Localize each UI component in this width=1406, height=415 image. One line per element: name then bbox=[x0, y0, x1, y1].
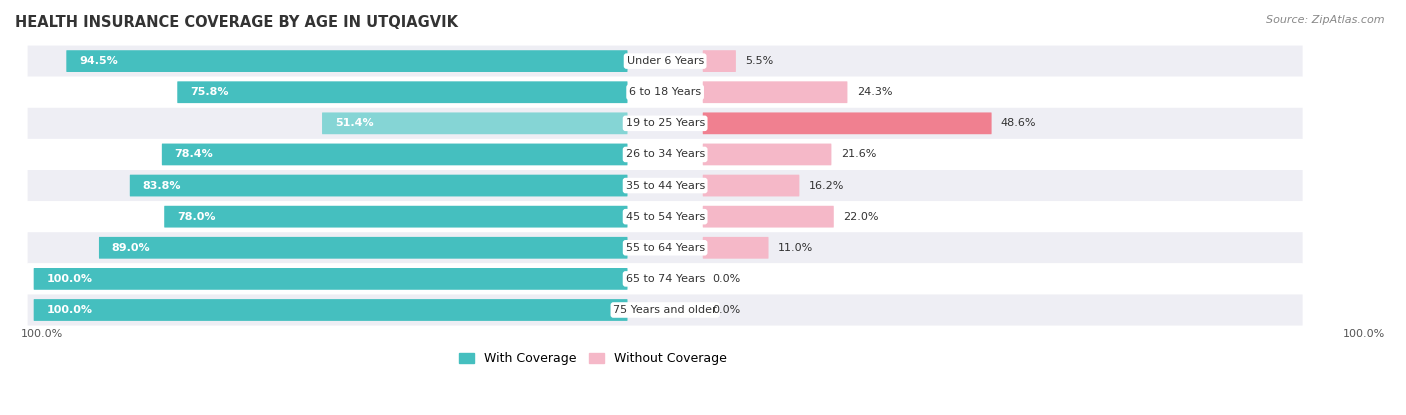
FancyBboxPatch shape bbox=[703, 50, 735, 72]
Legend: With Coverage, Without Coverage: With Coverage, Without Coverage bbox=[454, 347, 733, 370]
Text: 89.0%: 89.0% bbox=[112, 243, 150, 253]
Text: 45 to 54 Years: 45 to 54 Years bbox=[626, 212, 704, 222]
Text: 5.5%: 5.5% bbox=[745, 56, 773, 66]
FancyBboxPatch shape bbox=[703, 175, 800, 196]
Text: 11.0%: 11.0% bbox=[778, 243, 813, 253]
FancyBboxPatch shape bbox=[322, 112, 627, 134]
Text: 78.0%: 78.0% bbox=[177, 212, 215, 222]
FancyBboxPatch shape bbox=[703, 237, 769, 259]
Text: 100.0%: 100.0% bbox=[21, 329, 63, 339]
FancyBboxPatch shape bbox=[162, 144, 627, 165]
FancyBboxPatch shape bbox=[34, 268, 627, 290]
Text: 83.8%: 83.8% bbox=[142, 181, 181, 190]
FancyBboxPatch shape bbox=[165, 206, 627, 227]
Text: 75.8%: 75.8% bbox=[190, 87, 229, 97]
FancyBboxPatch shape bbox=[28, 46, 1302, 77]
FancyBboxPatch shape bbox=[28, 170, 1302, 201]
FancyBboxPatch shape bbox=[98, 237, 627, 259]
FancyBboxPatch shape bbox=[28, 108, 1302, 139]
Text: 100.0%: 100.0% bbox=[46, 274, 93, 284]
Text: 35 to 44 Years: 35 to 44 Years bbox=[626, 181, 704, 190]
Text: Source: ZipAtlas.com: Source: ZipAtlas.com bbox=[1267, 15, 1385, 24]
Text: 16.2%: 16.2% bbox=[808, 181, 844, 190]
Text: 6 to 18 Years: 6 to 18 Years bbox=[628, 87, 702, 97]
FancyBboxPatch shape bbox=[703, 81, 848, 103]
Text: 75 Years and older: 75 Years and older bbox=[613, 305, 717, 315]
FancyBboxPatch shape bbox=[28, 139, 1302, 170]
FancyBboxPatch shape bbox=[34, 299, 627, 321]
Text: 22.0%: 22.0% bbox=[844, 212, 879, 222]
Text: 26 to 34 Years: 26 to 34 Years bbox=[626, 149, 704, 159]
Text: 19 to 25 Years: 19 to 25 Years bbox=[626, 118, 704, 128]
FancyBboxPatch shape bbox=[703, 144, 831, 165]
Text: 21.6%: 21.6% bbox=[841, 149, 876, 159]
FancyBboxPatch shape bbox=[703, 112, 991, 134]
Text: 65 to 74 Years: 65 to 74 Years bbox=[626, 274, 704, 284]
FancyBboxPatch shape bbox=[28, 232, 1302, 264]
Text: 48.6%: 48.6% bbox=[1001, 118, 1036, 128]
Text: HEALTH INSURANCE COVERAGE BY AGE IN UTQIAGVIK: HEALTH INSURANCE COVERAGE BY AGE IN UTQI… bbox=[15, 15, 458, 30]
FancyBboxPatch shape bbox=[28, 201, 1302, 232]
FancyBboxPatch shape bbox=[28, 264, 1302, 295]
FancyBboxPatch shape bbox=[66, 50, 627, 72]
Text: 55 to 64 Years: 55 to 64 Years bbox=[626, 243, 704, 253]
FancyBboxPatch shape bbox=[703, 206, 834, 227]
Text: 0.0%: 0.0% bbox=[713, 305, 741, 315]
Text: 94.5%: 94.5% bbox=[79, 56, 118, 66]
FancyBboxPatch shape bbox=[177, 81, 627, 103]
FancyBboxPatch shape bbox=[129, 175, 627, 196]
FancyBboxPatch shape bbox=[28, 77, 1302, 108]
Text: 100.0%: 100.0% bbox=[46, 305, 93, 315]
FancyBboxPatch shape bbox=[28, 295, 1302, 325]
Text: 0.0%: 0.0% bbox=[713, 274, 741, 284]
Text: Under 6 Years: Under 6 Years bbox=[627, 56, 704, 66]
Text: 24.3%: 24.3% bbox=[856, 87, 893, 97]
Text: 100.0%: 100.0% bbox=[1343, 329, 1385, 339]
Text: 78.4%: 78.4% bbox=[174, 149, 214, 159]
Text: 51.4%: 51.4% bbox=[335, 118, 374, 128]
